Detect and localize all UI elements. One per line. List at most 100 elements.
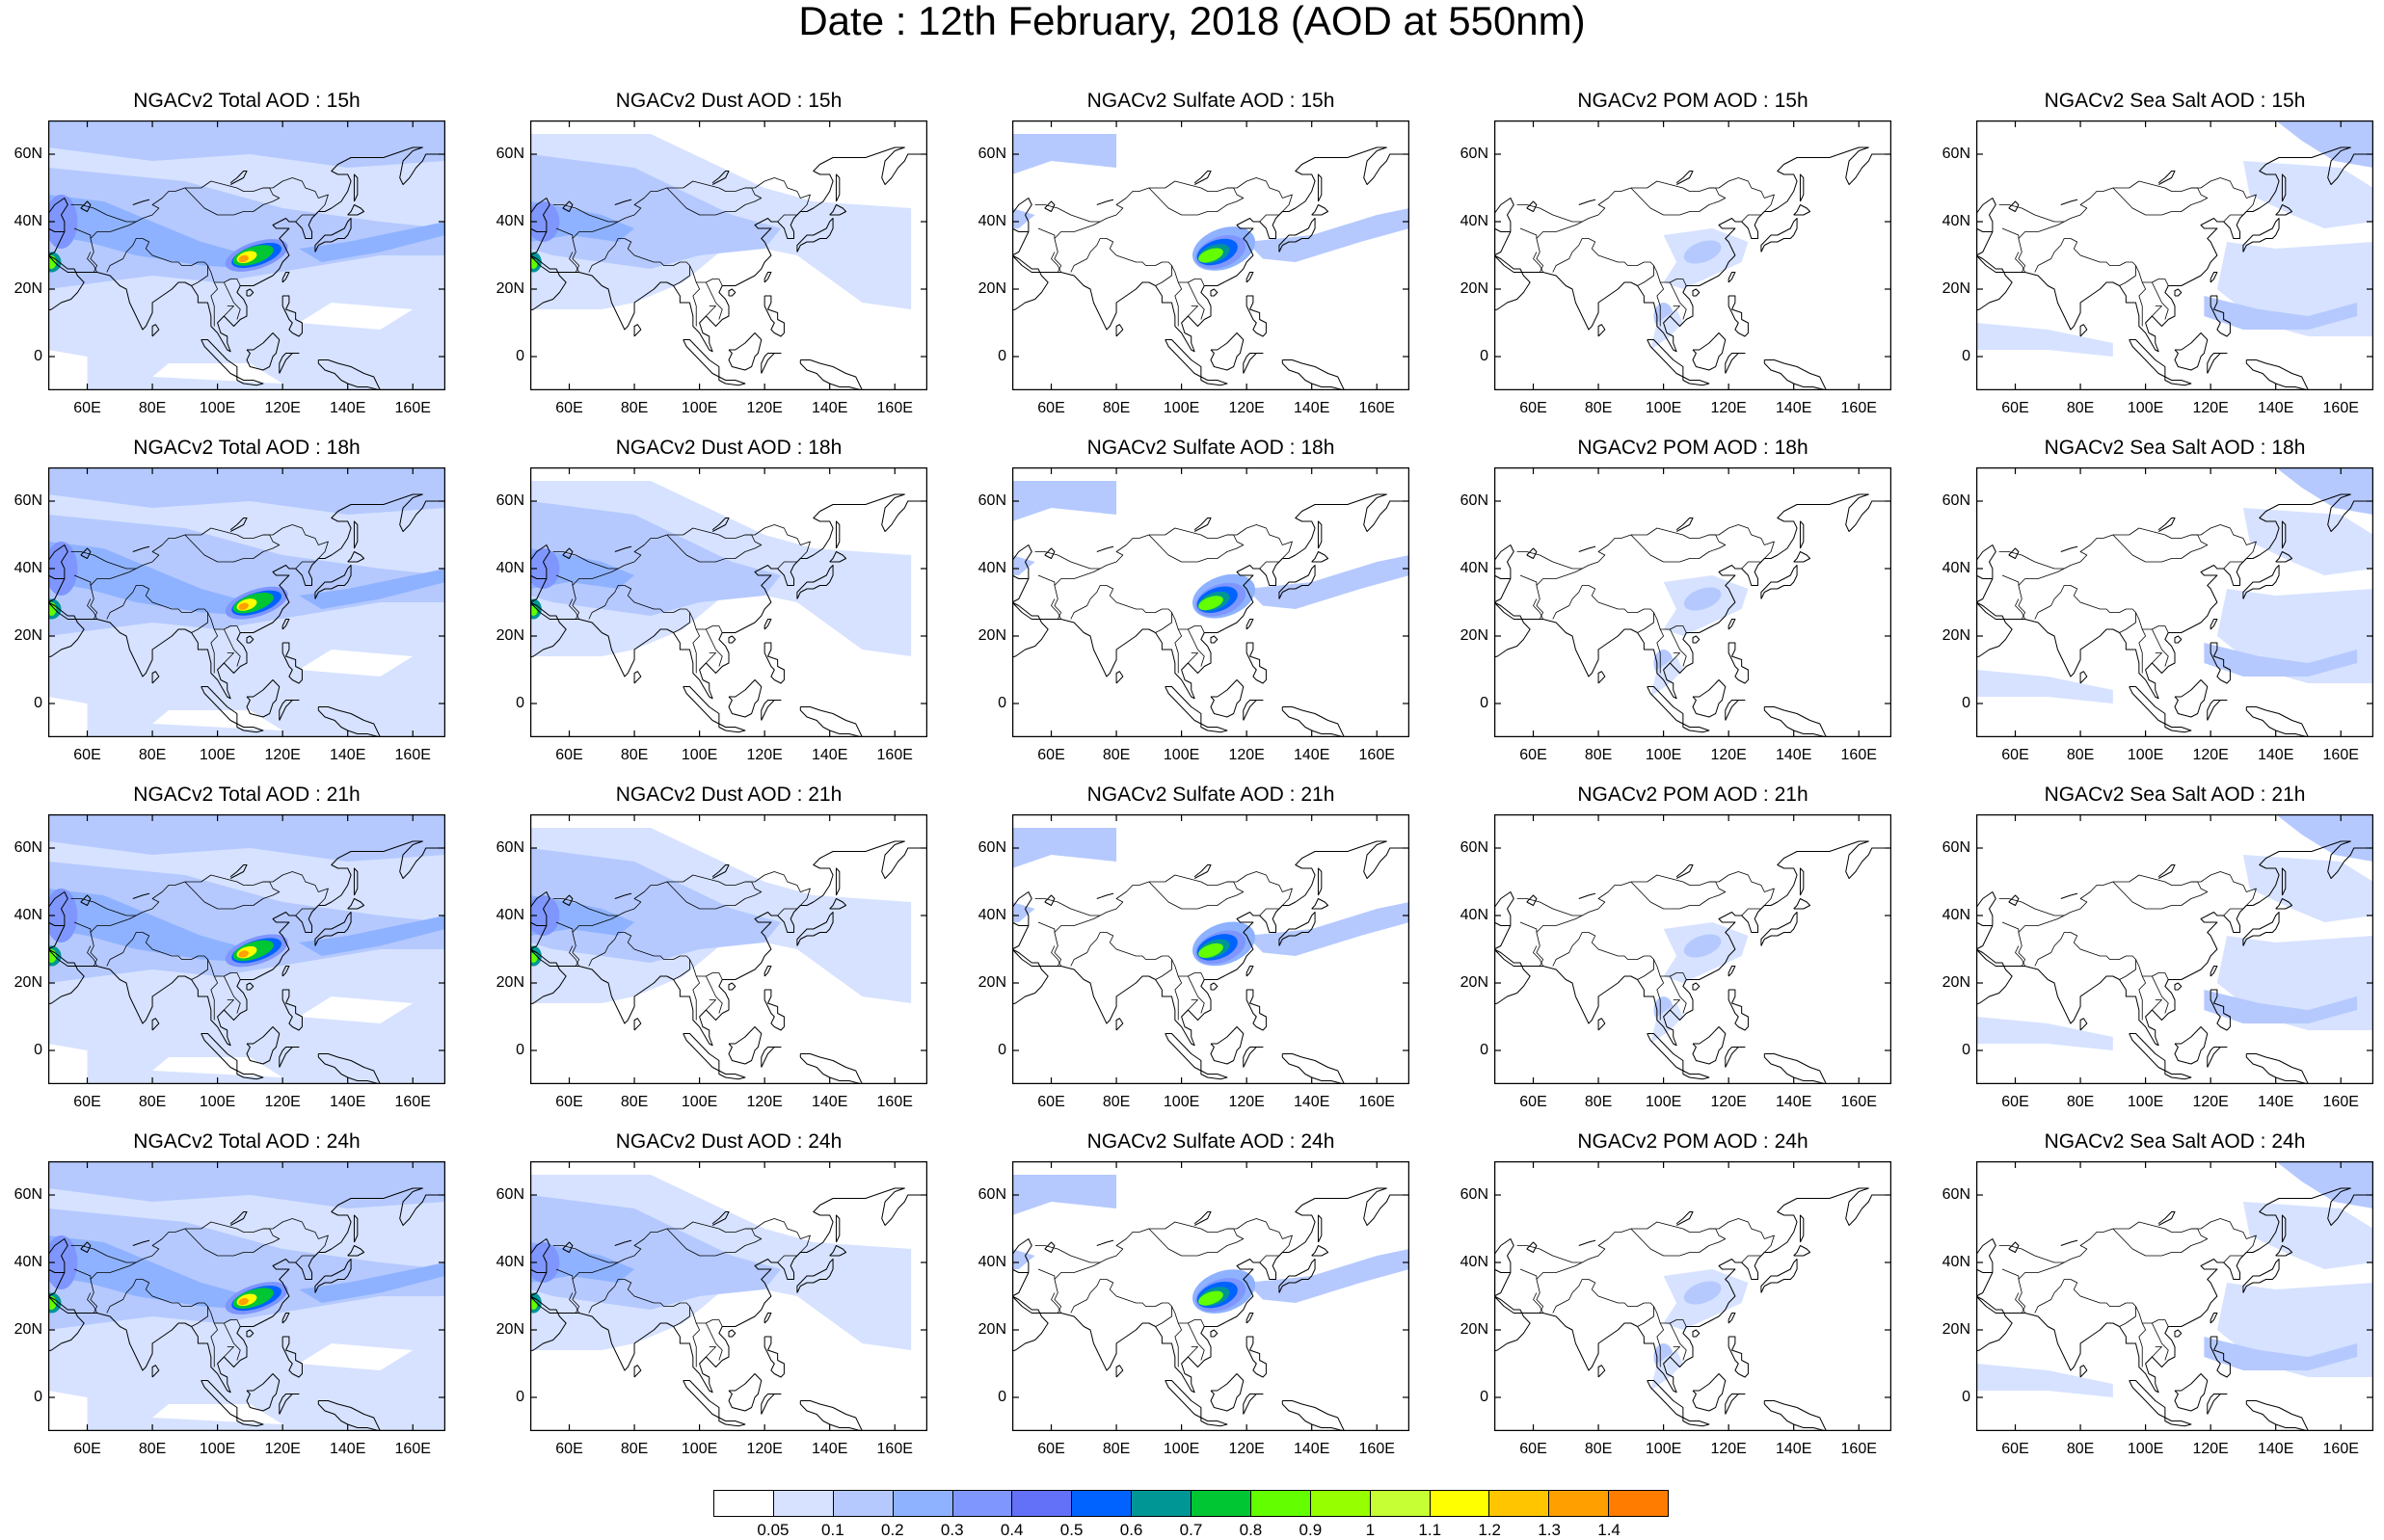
lon-tick-label: 80E bbox=[1584, 747, 1613, 763]
aod-map-total bbox=[48, 120, 445, 390]
panel-title: NGACv2 Sea Salt AOD : 24h bbox=[2044, 1130, 2306, 1153]
lat-tick-label: 40N bbox=[978, 213, 1006, 229]
lon-tick-label: 60E bbox=[1037, 747, 1065, 763]
lat-tick-label: 20N bbox=[1460, 974, 1488, 991]
lon-tick-label: 100E bbox=[199, 400, 236, 416]
colorbar-label: 0.6 bbox=[1119, 1521, 1143, 1539]
lon-tick-label: 100E bbox=[1645, 1441, 1682, 1457]
lon-tick-label: 100E bbox=[2127, 400, 2164, 416]
lon-tick-label: 140E bbox=[1776, 400, 1812, 416]
lon-tick-label: 140E bbox=[330, 1441, 366, 1457]
lon-tick-label: 140E bbox=[812, 1094, 848, 1110]
lon-tick-label: 100E bbox=[199, 1094, 236, 1110]
aod-map-total bbox=[48, 814, 445, 1084]
lon-tick-label: 140E bbox=[1294, 400, 1330, 416]
lon-tick-label: 60E bbox=[1519, 1441, 1547, 1457]
lon-tick-label: 160E bbox=[394, 1094, 431, 1110]
lon-tick-label: 160E bbox=[1840, 1094, 1877, 1110]
panel-title: NGACv2 Sea Salt AOD : 21h bbox=[2044, 783, 2306, 806]
colorbar-box bbox=[952, 1491, 1013, 1516]
lat-tick-label: 40N bbox=[496, 213, 524, 229]
lon-tick-label: 100E bbox=[2127, 1094, 2164, 1110]
aod-map-sulfate bbox=[1012, 467, 1409, 737]
aod-map-dust bbox=[530, 120, 927, 390]
colorbar-box bbox=[833, 1491, 894, 1516]
lat-tick-label: 40N bbox=[13, 560, 42, 576]
lat-tick-label: 0 bbox=[516, 695, 524, 711]
lon-tick-label: 120E bbox=[1710, 747, 1747, 763]
lat-tick-label: 40N bbox=[13, 1254, 42, 1270]
panel-title: NGACv2 Dust AOD : 15h bbox=[615, 90, 843, 112]
lon-tick-label: 160E bbox=[1358, 1094, 1395, 1110]
lat-tick-label: 0 bbox=[1480, 1042, 1488, 1058]
colorbar-box bbox=[893, 1491, 953, 1516]
lon-tick-label: 160E bbox=[876, 747, 913, 763]
lon-tick-label: 160E bbox=[876, 1094, 913, 1110]
lat-tick-label: 60N bbox=[1942, 146, 1970, 162]
lon-tick-label: 160E bbox=[2322, 1094, 2359, 1110]
lat-tick-label: 40N bbox=[13, 213, 42, 229]
lon-tick-label: 120E bbox=[1228, 1094, 1265, 1110]
lat-tick-label: 60N bbox=[978, 492, 1006, 509]
aod-map-sulfate bbox=[1012, 120, 1409, 390]
lon-tick-label: 140E bbox=[1776, 1441, 1812, 1457]
lon-tick-label: 60E bbox=[1519, 1094, 1547, 1110]
lon-tick-label: 160E bbox=[394, 747, 431, 763]
lon-tick-label: 160E bbox=[876, 1441, 913, 1457]
lon-tick-label: 100E bbox=[1645, 747, 1682, 763]
lat-tick-label: 0 bbox=[516, 1389, 524, 1405]
lon-tick-label: 80E bbox=[2066, 1441, 2095, 1457]
lon-tick-label: 140E bbox=[1294, 1441, 1330, 1457]
lon-tick-label: 140E bbox=[812, 747, 848, 763]
lon-tick-label: 100E bbox=[681, 400, 718, 416]
lon-tick-label: 160E bbox=[1358, 1441, 1395, 1457]
lat-tick-label: 60N bbox=[1460, 146, 1488, 162]
colorbar-label: 0.4 bbox=[1000, 1521, 1024, 1539]
lon-tick-label: 80E bbox=[620, 1441, 649, 1457]
panel-title: NGACv2 Sea Salt AOD : 15h bbox=[2044, 90, 2306, 112]
panel-title: NGACv2 Dust AOD : 18h bbox=[615, 437, 843, 459]
lon-tick-label: 100E bbox=[199, 747, 236, 763]
lat-tick-label: 40N bbox=[496, 560, 524, 576]
lat-tick-label: 20N bbox=[978, 627, 1006, 644]
lon-tick-label: 100E bbox=[1645, 400, 1682, 416]
colorbar-labels: 0.05 0.1 0.2 0.3 0.4 0.5 0.6 0.7 0.8 0.9 1 1.1 1.2 1.… bbox=[713, 1521, 1669, 1539]
colorbar-label: 0.5 bbox=[1059, 1521, 1084, 1539]
lon-tick-label: 80E bbox=[1102, 400, 1131, 416]
lon-tick-label: 60E bbox=[1519, 400, 1547, 416]
lat-tick-label: 0 bbox=[34, 1042, 42, 1058]
panel-title: NGACv2 Total AOD : 18h bbox=[133, 437, 361, 459]
lat-tick-label: 0 bbox=[1962, 1389, 1970, 1405]
lon-tick-label: 100E bbox=[1163, 747, 1200, 763]
colorbar-box bbox=[1489, 1491, 1550, 1516]
lon-tick-label: 60E bbox=[1037, 400, 1065, 416]
lat-tick-label: 20N bbox=[1460, 627, 1488, 644]
lat-tick-label: 60N bbox=[1942, 839, 1970, 856]
lon-tick-label: 60E bbox=[73, 400, 101, 416]
lon-tick-label: 80E bbox=[138, 1094, 167, 1110]
colorbar-label: 0.7 bbox=[1179, 1521, 1203, 1539]
lon-tick-label: 120E bbox=[2192, 747, 2229, 763]
lat-tick-label: 60N bbox=[13, 839, 42, 856]
lon-tick-label: 160E bbox=[1840, 1441, 1877, 1457]
aod-map-dust bbox=[530, 467, 927, 737]
lat-tick-label: 60N bbox=[496, 146, 524, 162]
aod-map-total bbox=[48, 1161, 445, 1431]
lat-tick-label: 60N bbox=[978, 1186, 1006, 1203]
colorbar bbox=[713, 1490, 1669, 1517]
lat-tick-label: 40N bbox=[1460, 1254, 1488, 1270]
lon-tick-label: 60E bbox=[2001, 1094, 2029, 1110]
lat-tick-label: 60N bbox=[1460, 839, 1488, 856]
lon-tick-label: 120E bbox=[1228, 400, 1265, 416]
lat-tick-label: 0 bbox=[34, 695, 42, 711]
lat-tick-label: 0 bbox=[998, 348, 1006, 364]
lon-tick-label: 160E bbox=[394, 1441, 431, 1457]
panel-title: NGACv2 Dust AOD : 24h bbox=[615, 1130, 843, 1153]
lat-tick-label: 60N bbox=[1460, 492, 1488, 509]
panel-title: NGACv2 Total AOD : 24h bbox=[133, 1130, 361, 1153]
lon-tick-label: 60E bbox=[2001, 747, 2029, 763]
lon-tick-label: 60E bbox=[555, 400, 583, 416]
lon-tick-label: 60E bbox=[1037, 1094, 1065, 1110]
lon-tick-label: 60E bbox=[1037, 1441, 1065, 1457]
